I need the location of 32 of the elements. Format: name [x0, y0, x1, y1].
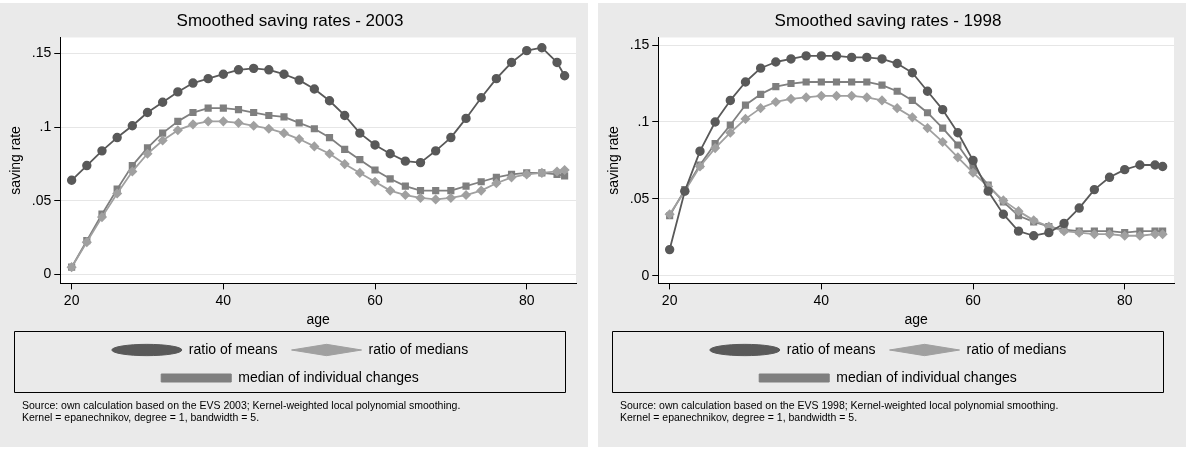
y-tick-label: .15 — [629, 35, 650, 52]
y-tick-label: .05 — [31, 191, 52, 208]
legend-label: ratio of means — [786, 340, 876, 357]
x-tick-label: 40 — [813, 291, 830, 308]
x-tick-label: 20 — [661, 291, 678, 308]
y-tick-label: 0 — [641, 266, 650, 283]
text: Kernel = epanechnikov, degree = 1, bandwidth = 5. — [22, 411, 261, 423]
text: Kernel = epanechnikov, degree = 1, bandwidth = 5. — [620, 411, 859, 423]
y-tick-label: .05 — [629, 189, 650, 206]
x-tick-label: 80 — [518, 291, 535, 308]
legend-label: ratio of means — [188, 340, 278, 357]
legend-label: ratio of medians — [966, 340, 1067, 357]
x-tick-label: 60 — [367, 291, 384, 308]
y-tick-label: .1 — [637, 112, 650, 129]
y-tick-label: .1 — [39, 118, 52, 135]
source-note: Source: own calculation based on the EVS 1998; Kernel-weighted local polynomial smoothing. — [620, 399, 1060, 411]
legend-label: ratio of medians — [368, 340, 469, 357]
x-tick-label: 20 — [63, 291, 80, 308]
legend-label: median of individual changes — [238, 368, 419, 385]
y-axis-title: saving rate — [7, 125, 24, 195]
legend-label: median of individual changes — [836, 368, 1017, 385]
x-tick-label: 80 — [1116, 291, 1133, 308]
y-tick-label: 0 — [43, 265, 52, 282]
y-tick-label: .15 — [31, 44, 52, 61]
y-axis-title: saving rate — [605, 125, 622, 195]
x-tick-label: 60 — [965, 291, 982, 308]
x-tick-label: 40 — [215, 291, 232, 308]
source-note: Source: own calculation based on the EVS 2003; Kernel-weighted local polynomial smoothing. — [22, 399, 462, 411]
chart-title: Smoothed saving rates - 2003 — [176, 10, 404, 30]
chart-title: Smoothed saving rates - 1998 — [774, 10, 1002, 30]
x-axis-title: age — [904, 311, 929, 328]
x-axis-title: age — [306, 311, 331, 328]
